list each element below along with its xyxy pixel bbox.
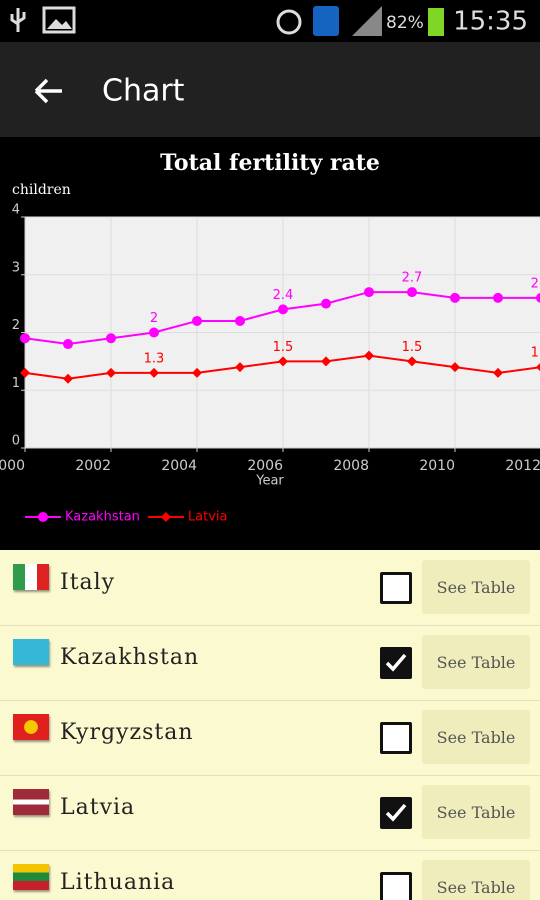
country-list: Italy See Table Kazakhstan See Table Kyr… [0,550,540,900]
data-point [536,363,540,372]
y-tick-label: 3 [12,260,20,275]
y-tick-label: 1 [12,376,20,391]
data-point [235,362,245,373]
data-point [63,373,73,384]
legend-label: Latvia [188,510,228,525]
chart: Total fertility rate children Year 0 1 2 3 4… [0,150,540,525]
battery-level: 82% [386,13,424,33]
battery-icon [428,8,444,36]
legend-marker [38,512,48,522]
data-point [364,350,374,361]
data-point [407,287,417,298]
y-tick-label: 4 [12,203,20,218]
value-label: 1.5 [402,340,423,355]
see-table-button[interactable]: See Table [422,785,530,839]
list-row: Italy See Table [0,550,540,626]
value-label: 2.7 [402,271,423,286]
status-icons: 82% 15:35 [10,6,528,37]
status-bar: 82% 15:35 [0,0,540,42]
x-tick-label: 2010 [419,458,455,474]
x-tick-label: 2002 [75,458,111,474]
data-point [493,292,503,303]
back-button[interactable] [34,78,62,104]
country-name: Italy [60,570,116,595]
data-point [235,315,245,326]
x-tick-label: 2006 [247,458,283,474]
checkbox[interactable] [380,572,412,604]
country-name: Kyrgyzstan [60,720,194,745]
data-point [321,298,331,309]
data-point [149,367,159,378]
flag [13,639,49,665]
data-point [20,333,30,344]
value-label: 2 [150,311,158,326]
data-point [192,315,202,326]
data-point [192,367,202,378]
see-table-button[interactable]: See Table [422,860,530,900]
data-point [364,287,374,298]
value-label: 1.3 [144,351,165,366]
see-table-button[interactable]: See Table [422,635,530,689]
legend-marker [160,512,171,522]
flag [13,564,49,590]
flag [13,789,49,815]
x-axis-label: Year [255,474,284,489]
y-axis-label: children [12,182,71,198]
country-name: Lithuania [60,870,176,895]
data-point [321,356,331,367]
flag [13,714,49,740]
image-icon-mountain [47,19,72,29]
list-row: Kyrgyzstan See Table [0,700,540,776]
checkbox[interactable] [380,872,412,900]
data-point [63,339,73,350]
app-bar-title: Chart [102,74,185,109]
signal-icon [352,6,382,36]
check-mark [385,803,407,822]
list-row: Latvia See Table [0,775,540,851]
alarm-icon [276,9,302,35]
country-name: Latvia [60,795,136,820]
data-point [278,304,288,315]
data-point [149,327,159,338]
data-point [278,356,288,367]
checkbox[interactable] [380,647,412,679]
y-tick-label: 0 [12,434,20,449]
data-point [450,292,460,303]
x-tick-label: 2012 [505,458,540,474]
app-bar-content: Chart [34,74,185,109]
value-label: 1.5 [273,340,294,355]
list-row: Kazakhstan See Table [0,625,540,701]
image-icon [42,6,76,34]
checkbox[interactable] [380,797,412,829]
x-tick-label: 2008 [333,458,369,474]
value-label: 2.6 [531,276,540,291]
country-name: Kazakhstan [60,645,200,670]
legend-label: Kazakhstan [65,510,140,525]
see-table-button[interactable]: See Table [422,710,530,764]
data-point [493,367,503,378]
checkbox[interactable] [380,722,412,754]
clock: 15:35 [453,7,528,37]
data-point [536,292,540,303]
x-tick-label: 2000 [0,458,25,474]
data-point [450,362,460,373]
data-point [106,367,116,378]
data-point [407,356,417,367]
y-tick-label: 2 [12,318,20,333]
see-table-button[interactable]: See Table [422,560,530,614]
data-point [20,367,30,378]
flag [13,864,49,890]
data-point [106,333,116,344]
app-bar: Chart [0,42,540,137]
notification-icon [313,6,339,36]
value-label: 2.4 [273,288,294,303]
list-row: Lithuania See Table [0,850,540,900]
value-label: 1.4 [531,346,540,361]
chart-title: Total fertility rate [160,150,380,176]
check-mark [385,653,407,672]
usb-icon [10,8,26,32]
x-tick-label: 2004 [161,458,197,474]
